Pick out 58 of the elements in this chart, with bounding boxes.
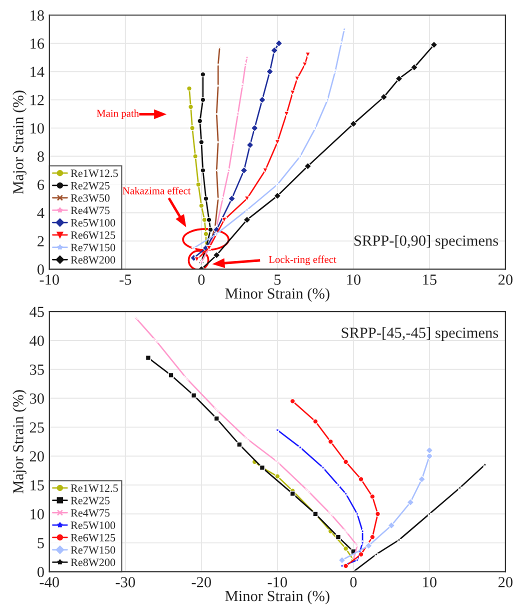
legend-label: Re1W12.5 [70, 170, 118, 178]
x-tick-label: 5 [274, 274, 281, 285]
y-tick-label: 20 [30, 451, 44, 462]
y-tick-label: 15 [30, 480, 44, 490]
y-tick-label: 4 [37, 208, 44, 218]
y-tick-label: 12 [30, 95, 44, 106]
x-tick-label: 20 [498, 274, 512, 285]
x-axis-title: Minor Strain (%) [225, 590, 330, 604]
legend-label: Re5W100 [70, 219, 116, 227]
y-tick-label: 6 [38, 180, 44, 190]
legend-label: Re8W200 [70, 256, 116, 264]
x-tick-label: -20 [192, 577, 212, 588]
x-tick-label: -5 [120, 274, 132, 285]
legend-label: Re2W25 [70, 182, 110, 190]
x-tick-label: 15 [423, 274, 436, 285]
x-tick-label: 10 [423, 577, 436, 588]
x-tick-label: -40 [40, 577, 59, 588]
legend-label: Re8W200 [70, 558, 116, 566]
y-tick-label: 16 [30, 38, 44, 49]
annotation: Lock-ring effect [268, 256, 336, 266]
legend-label: Re5W100 [70, 522, 116, 530]
y-tick-label: 25 [30, 422, 44, 433]
x-tick-label: -30 [116, 577, 136, 588]
y-tick-label: 40 [30, 336, 44, 346]
x-tick-label: -10 [40, 274, 59, 285]
legend-label: Re7W150 [70, 546, 116, 554]
annotation: Main path [96, 110, 139, 119]
y-tick-label: 18 [30, 10, 44, 21]
y-axis-title: Major Strain (%) [12, 390, 26, 494]
x-tick-label: -10 [268, 577, 288, 588]
y-tick-label: 2 [38, 236, 44, 246]
x-tick-label: 0 [350, 577, 357, 588]
x-tick-label: 20 [498, 577, 512, 588]
y-tick-label: 35 [30, 364, 44, 375]
y-tick-label: 14 [30, 66, 44, 77]
x-tick-label: 10 [347, 274, 360, 285]
legend-label: Re3W50 [70, 194, 110, 202]
y-tick-label: 0 [37, 264, 44, 275]
legend-label: Re6W125 [70, 231, 116, 239]
legend-label: Re6W125 [70, 534, 116, 542]
y-tick-label: 10 [30, 509, 44, 520]
legend-label: Re7W150 [70, 244, 116, 252]
y-tick-label: 8 [37, 151, 44, 162]
y-tick-label: 5 [38, 538, 44, 548]
annotation: SRPP-[45,-45] specimens [342, 327, 498, 342]
y-tick-label: 30 [30, 393, 44, 404]
legend-label: Re4W75 [70, 509, 110, 517]
x-axis-title: Minor Strain (%) [225, 288, 330, 302]
y-tick-label: 0 [37, 566, 44, 578]
y-tick-label: 10 [30, 123, 44, 134]
legend-label: Re4W75 [70, 206, 110, 214]
y-axis-title: Major Strain (%) [12, 90, 26, 194]
legend-label: Re2W25 [70, 496, 110, 504]
annotation: SRPP-[0,90] specimens [354, 235, 498, 249]
x-tick-label: 0 [198, 274, 205, 285]
legend-label: Re1W12.5 [70, 484, 118, 492]
y-tick-label: 45 [30, 306, 44, 318]
annotation: Nakazima effect [122, 186, 191, 194]
